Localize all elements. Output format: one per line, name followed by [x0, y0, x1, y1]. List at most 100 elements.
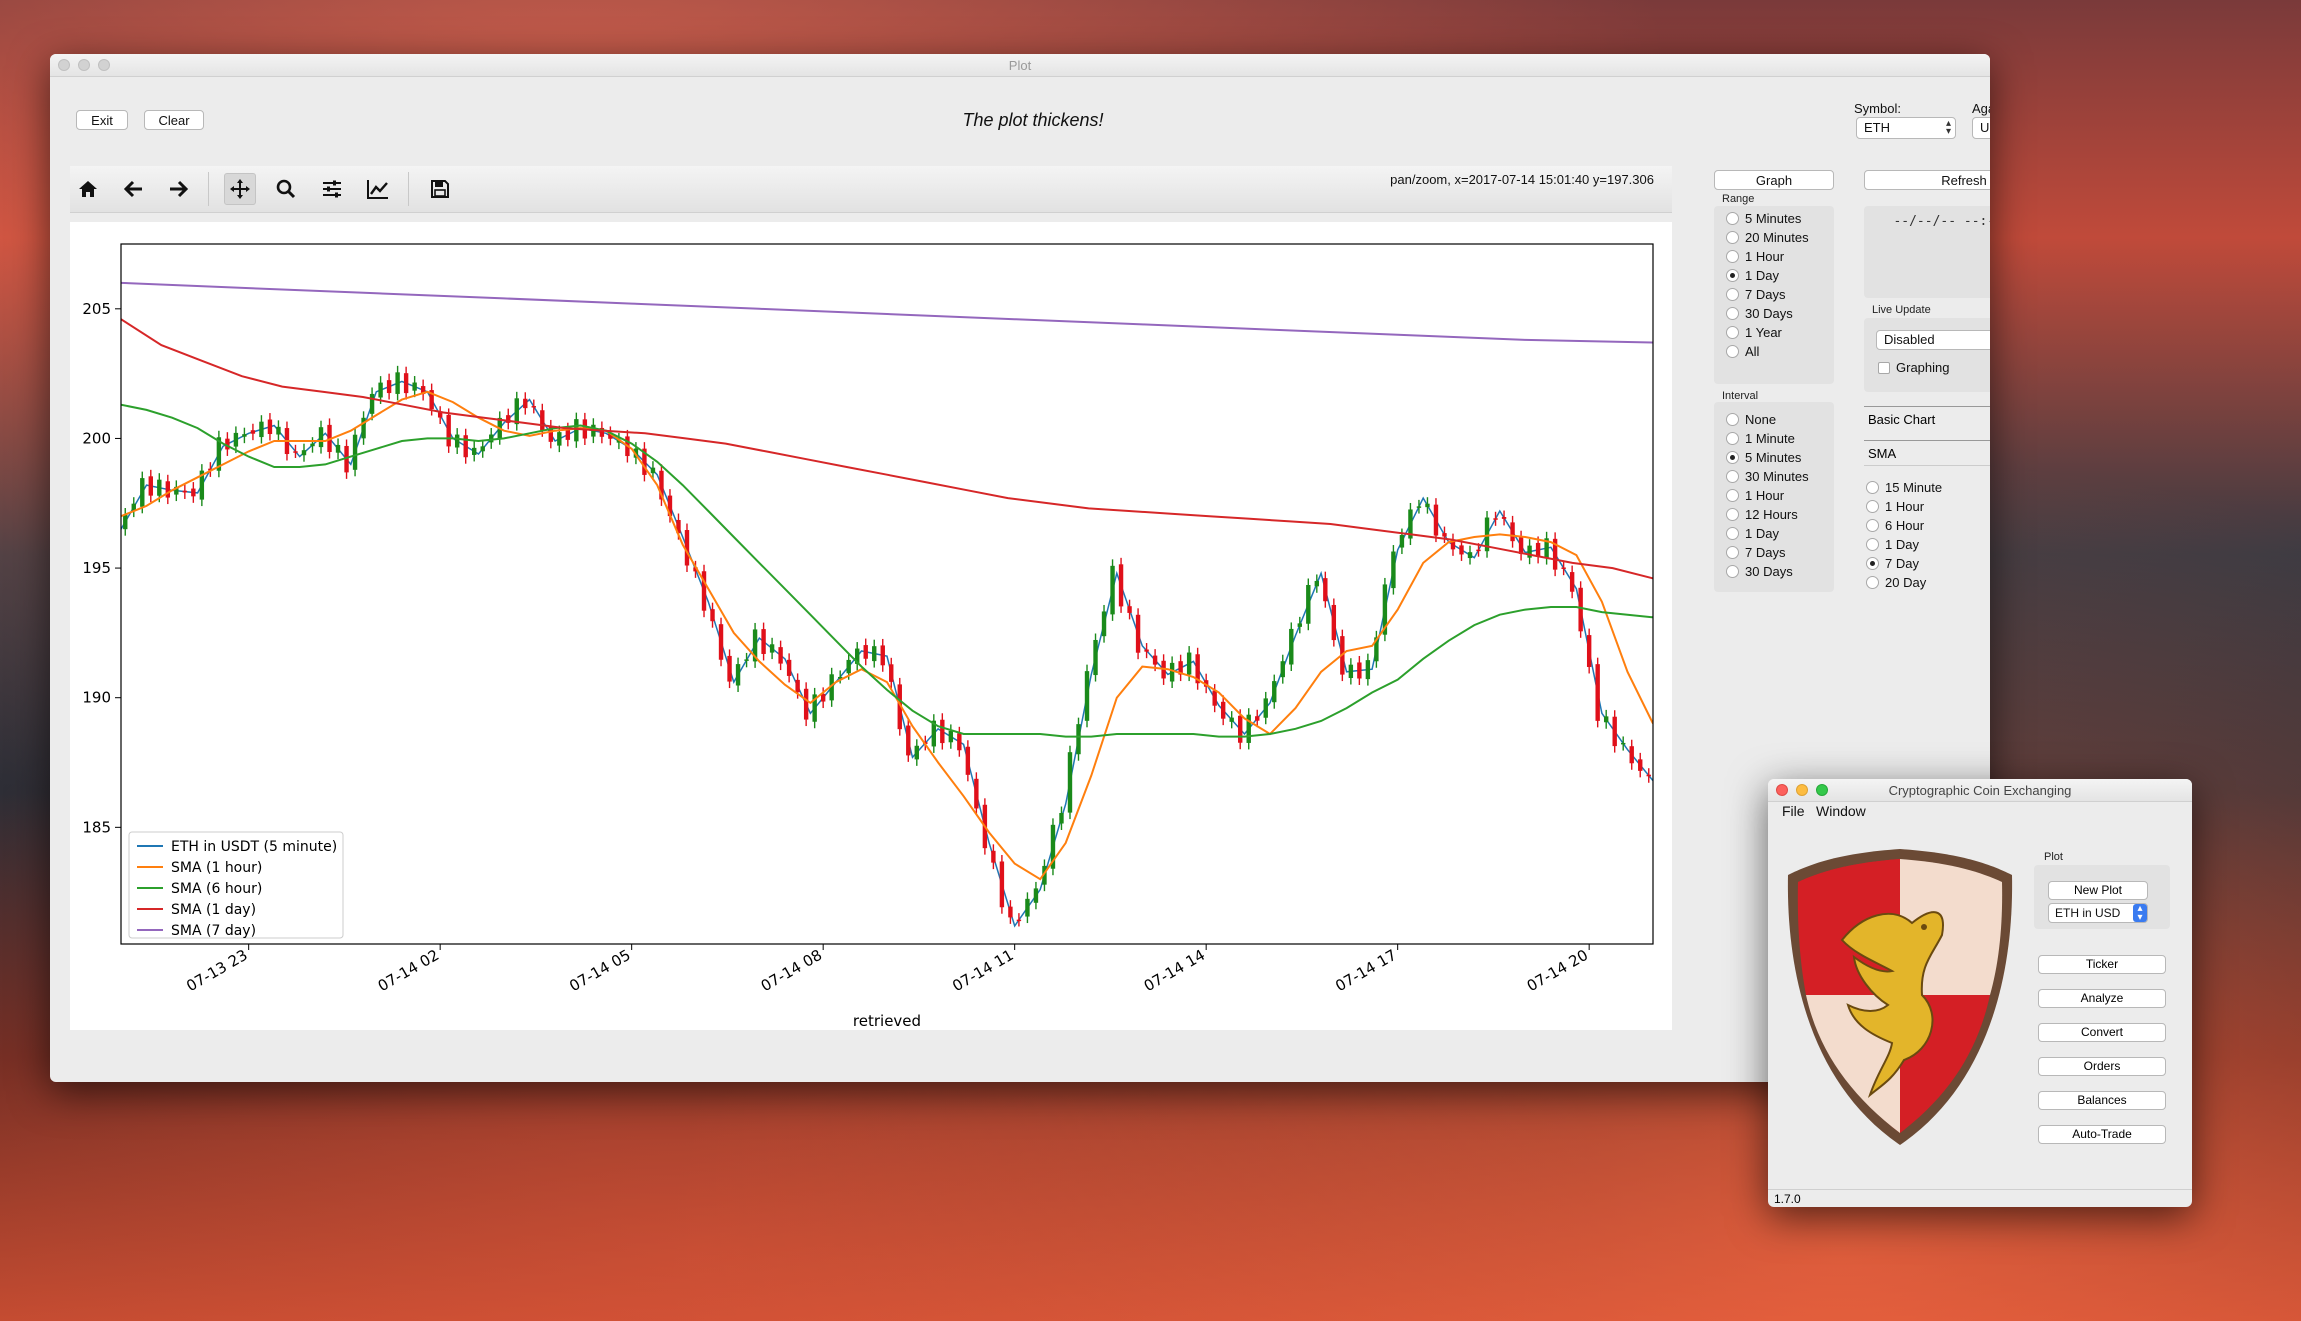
radio-button[interactable]: [1726, 565, 1739, 578]
radio-option[interactable]: 20 Minutes: [1726, 230, 1809, 245]
candle-body: [1365, 660, 1371, 680]
ticker-button[interactable]: Ticker: [2038, 955, 2166, 974]
chart-canvas[interactable]: 185 190 195 200 205 07-13 23 07-14 02 07-14 05 0…: [70, 222, 1672, 1030]
radio-option[interactable]: 15 Minute: [1866, 480, 1942, 495]
y-tick-label: 195: [82, 559, 111, 577]
zoom-icon[interactable]: [270, 173, 302, 205]
chart-svg[interactable]: 185 190 195 200 205 07-13 23 07-14 02 07-14 05 0…: [70, 222, 1672, 1030]
plot-section-label: Plot: [2044, 851, 2063, 863]
radio-option[interactable]: 1 Day: [1866, 537, 1919, 552]
pan-icon[interactable]: [224, 173, 256, 205]
auto-trade-button[interactable]: Auto-Trade: [2038, 1125, 2166, 1144]
tab-outline: [1864, 440, 1990, 466]
clear-button[interactable]: Clear: [144, 110, 204, 130]
radio-button[interactable]: [1726, 231, 1739, 244]
sma-options-group: 15 Minute 1 Hour 6 Hour 1 Day 7 Day 20 Day: [1864, 472, 1990, 592]
candle-body: [676, 519, 681, 534]
radio-button[interactable]: [1726, 470, 1739, 483]
back-arrow-icon[interactable]: [118, 173, 150, 205]
radio-button[interactable]: [1866, 481, 1879, 494]
save-icon[interactable]: [424, 173, 456, 205]
symbol-select[interactable]: ETH ▴ ▾: [1856, 117, 1956, 139]
radio-option[interactable]: None: [1726, 412, 1776, 427]
minimize-button[interactable]: [78, 59, 90, 71]
candle-body: [1527, 545, 1532, 558]
radio-option[interactable]: 20 Day: [1866, 575, 1926, 590]
radio-button[interactable]: [1866, 557, 1879, 570]
radio-option[interactable]: 5 Minutes: [1726, 211, 1801, 226]
radio-option[interactable]: 1 Minute: [1726, 431, 1795, 446]
radio-option[interactable]: 6 Hour: [1866, 518, 1924, 533]
analyze-button[interactable]: Analyze: [2038, 989, 2166, 1008]
edit-axis-icon[interactable]: [362, 173, 394, 205]
zoom-button[interactable]: [1816, 784, 1828, 796]
radio-option[interactable]: 5 Minutes: [1726, 450, 1801, 465]
menu-window[interactable]: Window: [1816, 803, 1866, 819]
tab-basic-chart[interactable]: Basic Chart: [1864, 406, 1990, 432]
live-update-select[interactable]: Disabled ▴▾: [1876, 330, 1990, 350]
radio-option[interactable]: 7 Days: [1726, 287, 1785, 302]
radio-button[interactable]: [1866, 576, 1879, 589]
plot-symbol-select[interactable]: ETH in USD ▴ ▾: [2048, 903, 2148, 923]
radio-option[interactable]: 1 Year: [1726, 325, 1782, 340]
radio-button[interactable]: [1726, 269, 1739, 282]
graph-button[interactable]: Graph: [1714, 170, 1834, 190]
radio-button[interactable]: [1726, 250, 1739, 263]
candle-body: [795, 679, 800, 693]
radio-button[interactable]: [1726, 451, 1739, 464]
radio-option[interactable]: 30 Minutes: [1726, 469, 1809, 484]
radio-option[interactable]: 7 Days: [1726, 545, 1785, 560]
configure-subplots-icon[interactable]: [316, 173, 348, 205]
radio-button[interactable]: [1866, 538, 1879, 551]
radio-button[interactable]: [1726, 326, 1739, 339]
radio-button[interactable]: [1726, 212, 1739, 225]
minimize-button[interactable]: [1796, 784, 1808, 796]
radio-option[interactable]: All: [1726, 344, 1759, 359]
close-button[interactable]: [58, 59, 70, 71]
candle-body: [1152, 655, 1158, 665]
radio-option[interactable]: 1 Hour: [1726, 249, 1784, 264]
plot-window-titlebar[interactable]: Plot: [50, 54, 1990, 77]
zoom-button[interactable]: [98, 59, 110, 71]
graphing-checkbox[interactable]: [1878, 361, 1890, 374]
radio-button[interactable]: [1726, 432, 1739, 445]
candle-body: [1433, 504, 1439, 536]
radio-button[interactable]: [1726, 546, 1739, 559]
candle-body: [1450, 540, 1456, 550]
candle-body: [250, 430, 256, 434]
radio-option[interactable]: 1 Day: [1726, 526, 1779, 541]
candle-body: [1246, 714, 1251, 743]
tab-sma[interactable]: SMA: [1864, 440, 1990, 466]
home-icon[interactable]: [72, 173, 104, 205]
status-bar: 1.7.0: [1768, 1189, 2192, 1207]
radio-option[interactable]: 1 Day: [1726, 268, 1779, 283]
menu-file[interactable]: File: [1782, 803, 1805, 819]
radio-button[interactable]: [1726, 508, 1739, 521]
radio-button[interactable]: [1726, 307, 1739, 320]
radio-option[interactable]: 1 Hour: [1726, 488, 1784, 503]
radio-button[interactable]: [1726, 527, 1739, 540]
new-plot-button[interactable]: New Plot: [2048, 881, 2148, 900]
radio-button[interactable]: [1866, 500, 1879, 513]
radio-button[interactable]: [1726, 345, 1739, 358]
against-select[interactable]: USDT ▴▾: [1972, 117, 1990, 139]
forward-arrow-icon[interactable]: [162, 173, 194, 205]
radio-option[interactable]: 1 Hour: [1866, 499, 1924, 514]
radio-button[interactable]: [1726, 413, 1739, 426]
close-button[interactable]: [1776, 784, 1788, 796]
convert-button[interactable]: Convert: [2038, 1023, 2166, 1042]
candle-body: [863, 645, 868, 659]
graphing-checkbox-row[interactable]: Graphing: [1878, 360, 1949, 375]
radio-button[interactable]: [1726, 489, 1739, 502]
radio-option[interactable]: 30 Days: [1726, 564, 1793, 579]
radio-option[interactable]: 7 Day: [1866, 556, 1919, 571]
radio-button[interactable]: [1866, 519, 1879, 532]
radio-button[interactable]: [1726, 288, 1739, 301]
balances-button[interactable]: Balances: [2038, 1091, 2166, 1110]
coin-window-titlebar[interactable]: Cryptographic Coin Exchanging: [1768, 779, 2192, 802]
refresh-button[interactable]: Refresh: [1864, 170, 1990, 190]
exit-button[interactable]: Exit: [76, 110, 128, 130]
radio-option[interactable]: 12 Hours: [1726, 507, 1798, 522]
orders-button[interactable]: Orders: [2038, 1057, 2166, 1076]
radio-option[interactable]: 30 Days: [1726, 306, 1793, 321]
